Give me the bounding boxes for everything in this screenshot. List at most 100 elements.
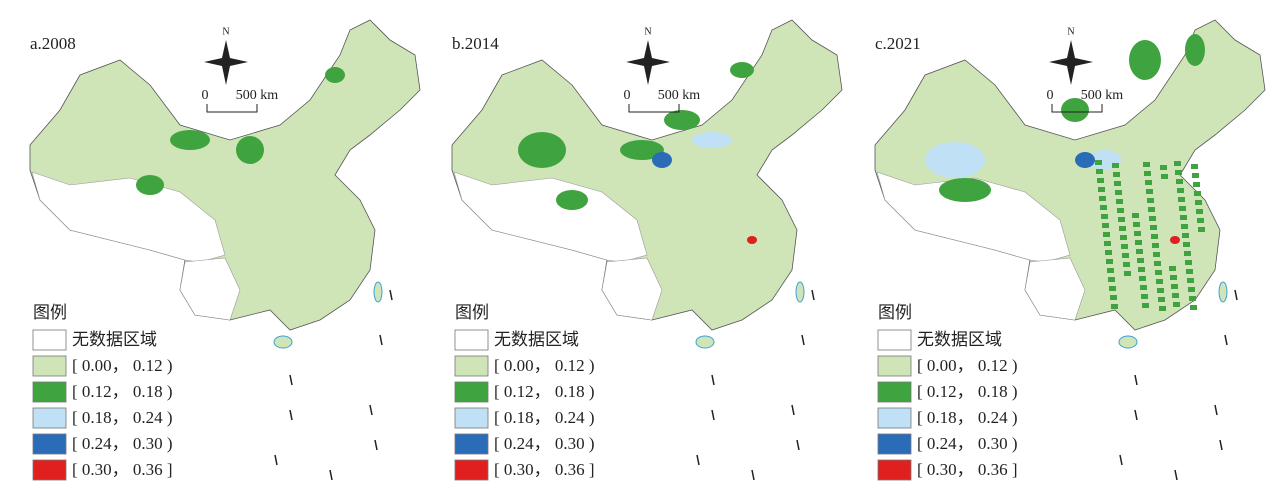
region-patch <box>1161 174 1168 179</box>
region-patch <box>1108 277 1115 282</box>
legend-swatch <box>877 329 912 351</box>
region-patch <box>1129 40 1161 80</box>
region-patch <box>1146 189 1153 194</box>
region-patch <box>1120 235 1127 240</box>
boundary-dash <box>1219 439 1223 451</box>
region-patch <box>1176 179 1183 184</box>
region-patch <box>1116 199 1123 204</box>
boundary-dash <box>711 374 715 386</box>
region-patch <box>136 175 164 195</box>
boundary-dash <box>379 334 383 346</box>
region-patch <box>1175 170 1182 175</box>
region-patch <box>1103 232 1110 237</box>
region-patch <box>664 110 700 130</box>
legend-label: [ 0.18， 0.24 ) <box>917 408 1018 427</box>
region-patch <box>1109 286 1116 291</box>
taiwan <box>795 281 805 303</box>
region-patch <box>1160 165 1167 170</box>
region-patch <box>1112 163 1119 168</box>
compass-north: N <box>644 26 651 37</box>
legend-swatch <box>32 407 67 429</box>
region-patch <box>747 236 757 244</box>
legend-label: [ 0.12， 0.18 ) <box>72 382 173 401</box>
panel-label: a.2008 <box>30 34 76 53</box>
region-patch <box>1102 223 1109 228</box>
compass <box>1049 40 1093 85</box>
boundary-dash <box>711 409 715 421</box>
legend-swatch <box>454 433 489 455</box>
legend-label: [ 0.00， 0.12 ) <box>917 356 1018 375</box>
region-patch <box>1151 234 1158 239</box>
region-patch <box>1095 160 1102 165</box>
region-patch <box>1061 98 1089 122</box>
legend-swatch <box>877 407 912 429</box>
boundary-dash <box>1214 404 1218 416</box>
no-data-region <box>1024 257 1086 321</box>
region-patch <box>1180 215 1187 220</box>
boundary-dash <box>369 404 373 416</box>
region-patch <box>1118 217 1125 222</box>
region-patch <box>1101 214 1108 219</box>
region-patch <box>1137 258 1144 263</box>
boundary-dash <box>1234 289 1238 301</box>
legend-label: [ 0.24， 0.30 ) <box>72 434 173 453</box>
hainan <box>273 335 293 349</box>
region-patch <box>1142 303 1149 308</box>
region-patch <box>1198 227 1205 232</box>
hainan <box>695 335 715 349</box>
region-patch <box>1122 253 1129 258</box>
region-patch <box>1113 172 1120 177</box>
scale-label: 500 km <box>1081 88 1124 103</box>
scale-label: 500 km <box>658 88 701 103</box>
region-patch <box>1114 181 1121 186</box>
legend-swatch <box>454 407 489 429</box>
boundary-dash <box>801 334 805 346</box>
legend-swatch <box>454 355 489 377</box>
region-patch <box>1124 271 1131 276</box>
region-patch <box>1136 249 1143 254</box>
region-patch <box>1185 260 1192 265</box>
legend-label: [ 0.00， 0.12 ) <box>494 356 595 375</box>
region-patch <box>1157 288 1164 293</box>
region-patch <box>1096 169 1103 174</box>
region-patch <box>1174 161 1181 166</box>
region-patch <box>1172 293 1179 298</box>
region-patch <box>1187 278 1194 283</box>
legend-label: [ 0.24， 0.30 ) <box>917 434 1018 453</box>
boundary-dash <box>1119 454 1123 466</box>
region-patch <box>1179 206 1186 211</box>
legend-label: [ 0.00， 0.12 ) <box>72 356 173 375</box>
compass <box>204 40 248 85</box>
region-patch <box>1098 187 1105 192</box>
scale-label: 0 <box>1047 88 1054 103</box>
region-patch <box>1155 270 1162 275</box>
boundary-dash <box>1134 409 1138 421</box>
region-patch <box>1148 207 1155 212</box>
legend-label: [ 0.18， 0.24 ) <box>72 408 173 427</box>
legend-swatch <box>877 381 912 403</box>
region-patch <box>1184 251 1191 256</box>
boundary-dash <box>1134 374 1138 386</box>
region-patch <box>170 130 210 150</box>
region-patch <box>1135 240 1142 245</box>
panel-label: b.2014 <box>452 34 499 53</box>
region-patch <box>556 190 588 210</box>
region-patch <box>1121 244 1128 249</box>
region-patch <box>1144 171 1151 176</box>
region-patch <box>1197 218 1204 223</box>
region-patch <box>1170 236 1180 244</box>
legend-swatch <box>454 329 489 351</box>
region-patch <box>1110 295 1117 300</box>
boundary-dash <box>796 439 800 451</box>
compass <box>626 40 670 85</box>
region-patch <box>1188 287 1195 292</box>
compass-north: N <box>222 26 229 37</box>
region-patch <box>620 140 664 160</box>
boundary-dash <box>811 289 815 301</box>
boundary-dash <box>374 439 378 451</box>
no-data-region <box>179 257 241 321</box>
legend-swatch <box>877 355 912 377</box>
region-patch <box>1181 224 1188 229</box>
region-patch <box>1134 231 1141 236</box>
region-patch <box>1133 222 1140 227</box>
